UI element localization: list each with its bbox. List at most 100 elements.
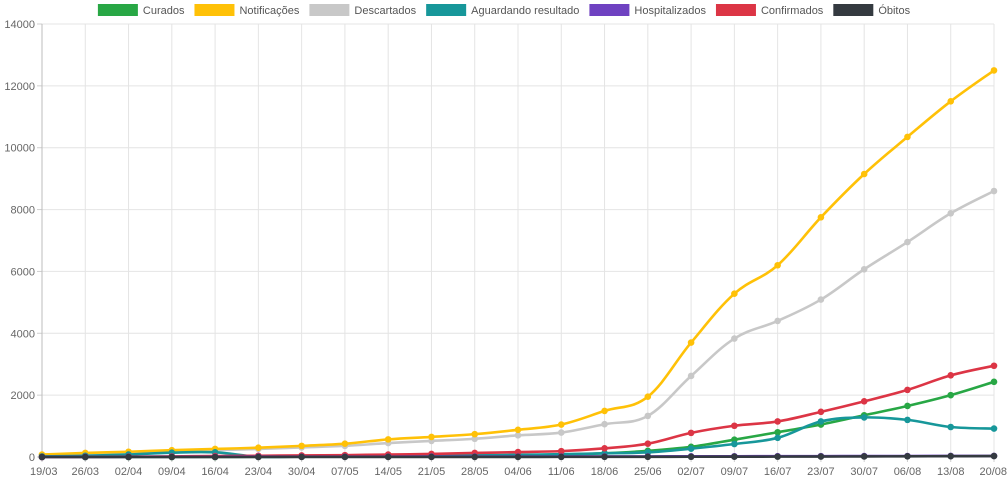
data-point-notificacoes[interactable] [428, 433, 435, 441]
data-point-confirmados[interactable] [904, 386, 911, 394]
data-point-descartados[interactable] [860, 265, 868, 273]
y-tick-label: 6000 [11, 266, 35, 278]
legend-label: Confirmados [761, 5, 824, 17]
data-point-aguardando-resultado[interactable] [904, 416, 911, 424]
data-point-notificacoes[interactable] [557, 421, 565, 428]
data-point-aguardando-resultado[interactable] [687, 445, 695, 452]
data-point-confirmados[interactable] [557, 447, 565, 455]
data-point-confirmados[interactable] [990, 362, 998, 370]
data-point-confirmados[interactable] [817, 408, 825, 416]
data-point-curados[interactable] [904, 402, 911, 410]
legend-label: Curados [143, 5, 185, 17]
legend-label: Aguardando resultado [471, 5, 579, 17]
data-point-notificacoes[interactable] [601, 407, 608, 415]
data-point-obitos[interactable] [731, 453, 738, 460]
data-point-notificacoes[interactable] [341, 440, 349, 448]
data-point-obitos[interactable] [428, 453, 435, 461]
legend-item-curados[interactable]: Curados [97, 4, 185, 17]
legend-label: Óbitos [878, 4, 910, 17]
data-point-obitos[interactable] [904, 453, 911, 460]
data-point-notificacoes[interactable] [817, 214, 825, 221]
data-point-aguardando-resultado[interactable] [731, 440, 738, 448]
data-point-notificacoes[interactable] [990, 67, 998, 74]
legend-item-hospitalizados[interactable]: Hospitalizados [589, 4, 706, 17]
data-point-descartados[interactable] [644, 412, 652, 420]
data-point-obitos[interactable] [860, 453, 868, 460]
legend-item-aguardando-resultado[interactable]: Aguardando resultado [426, 4, 579, 17]
data-point-confirmados[interactable] [644, 440, 652, 448]
data-point-notificacoes[interactable] [298, 442, 305, 450]
data-point-descartados[interactable] [731, 335, 738, 342]
data-point-notificacoes[interactable] [255, 444, 262, 452]
x-tick-label: 02/07 [677, 466, 705, 478]
data-point-obitos[interactable] [644, 453, 652, 461]
data-point-aguardando-resultado[interactable] [774, 434, 781, 442]
data-point-descartados[interactable] [817, 296, 825, 303]
data-point-aguardando-resultado[interactable] [860, 414, 868, 421]
data-point-obitos[interactable] [211, 453, 219, 461]
data-point-notificacoes[interactable] [860, 170, 868, 178]
x-axis-ticks: 19/03 26/03 02/04 09/04 16/04 23/04 30/04 07/05… [30, 466, 1007, 478]
legend-label: Descartados [354, 5, 416, 17]
legend-item-confirmados[interactable]: Confirmados [715, 4, 824, 17]
data-point-obitos[interactable] [81, 453, 89, 461]
data-point-confirmados[interactable] [687, 429, 695, 437]
legend-swatch [715, 4, 756, 16]
data-point-notificacoes[interactable] [904, 133, 911, 141]
data-point-notificacoes[interactable] [731, 290, 738, 297]
data-point-descartados[interactable] [471, 435, 479, 443]
data-point-notificacoes[interactable] [774, 261, 781, 269]
data-point-notificacoes[interactable] [514, 426, 522, 434]
data-point-confirmados[interactable] [947, 372, 955, 379]
data-point-obitos[interactable] [990, 452, 998, 460]
data-point-notificacoes[interactable] [471, 430, 479, 438]
data-point-obitos[interactable] [38, 453, 46, 461]
data-point-descartados[interactable] [687, 372, 695, 380]
data-point-obitos[interactable] [168, 453, 176, 461]
x-tick-label: 09/04 [158, 466, 186, 478]
data-point-descartados[interactable] [904, 238, 911, 246]
data-point-obitos[interactable] [341, 453, 349, 461]
data-point-obitos[interactable] [947, 452, 955, 460]
data-point-descartados[interactable] [557, 429, 565, 436]
x-tick-label: 06/08 [894, 466, 922, 478]
x-tick-label: 26/03 [72, 466, 100, 478]
data-point-obitos[interactable] [255, 453, 262, 461]
data-point-notificacoes[interactable] [687, 339, 695, 346]
data-point-aguardando-resultado[interactable] [947, 423, 955, 431]
data-point-obitos[interactable] [514, 453, 522, 461]
data-point-curados[interactable] [947, 391, 955, 399]
legend-item-obitos[interactable]: Óbitos [833, 4, 911, 17]
data-point-obitos[interactable] [298, 453, 305, 461]
series-obitos [38, 452, 998, 461]
data-point-descartados[interactable] [774, 317, 781, 325]
data-point-obitos[interactable] [557, 453, 565, 461]
data-point-notificacoes[interactable] [947, 98, 955, 105]
legend-item-notificacoes[interactable]: Notificações [194, 4, 300, 17]
legend-swatch [309, 4, 350, 16]
data-point-obitos[interactable] [817, 453, 825, 460]
data-point-confirmados[interactable] [860, 398, 868, 405]
data-point-aguardando-resultado[interactable] [990, 425, 998, 432]
data-point-confirmados[interactable] [774, 418, 781, 425]
data-point-obitos[interactable] [601, 453, 608, 461]
data-point-descartados[interactable] [947, 209, 955, 217]
data-point-obitos[interactable] [471, 453, 479, 461]
data-point-obitos[interactable] [125, 453, 132, 461]
data-point-obitos[interactable] [774, 453, 781, 460]
data-point-confirmados[interactable] [731, 422, 738, 430]
data-point-descartados[interactable] [601, 420, 608, 428]
legend-item-descartados[interactable]: Descartados [309, 4, 417, 17]
data-point-obitos[interactable] [384, 453, 392, 461]
data-point-curados[interactable] [774, 428, 781, 436]
data-point-curados[interactable] [990, 378, 998, 386]
data-point-obitos[interactable] [687, 453, 695, 461]
data-point-aguardando-resultado[interactable] [817, 418, 825, 425]
data-point-notificacoes[interactable] [384, 436, 392, 443]
data-point-descartados[interactable] [514, 432, 522, 439]
data-point-descartados[interactable] [990, 187, 998, 195]
data-point-confirmados[interactable] [601, 445, 608, 452]
chart-legend[interactable]: Curados Notificações Descartados Aguardando… [97, 4, 911, 17]
data-point-notificacoes[interactable] [644, 393, 652, 400]
x-tick-label: 09/07 [721, 466, 749, 478]
